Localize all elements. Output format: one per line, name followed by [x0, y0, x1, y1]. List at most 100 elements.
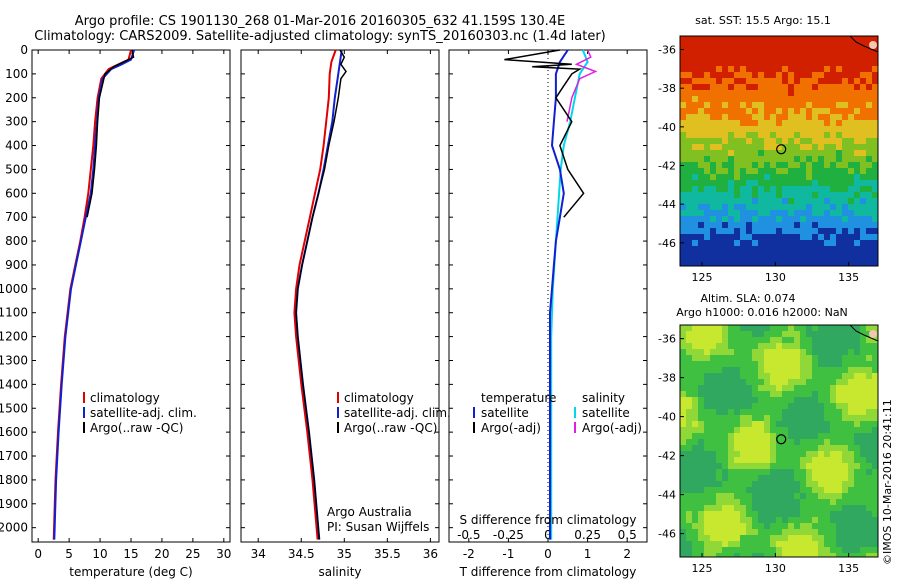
map-cell: [698, 180, 705, 187]
map-cell: [692, 234, 699, 241]
map-cell: [848, 84, 855, 91]
map-cell: [722, 78, 729, 85]
map-cell: [692, 90, 699, 97]
map-cell: [758, 114, 765, 121]
map-cell: [842, 523, 849, 530]
map-cell: [806, 451, 813, 458]
map-cell: [698, 240, 705, 247]
map-cell: [836, 403, 843, 410]
map-cell: [770, 246, 777, 253]
map-cell: [734, 385, 741, 392]
map-cell: [758, 258, 765, 265]
map-cell: [698, 108, 705, 115]
map-cell: [722, 505, 729, 512]
map-cell: [842, 234, 849, 241]
map-cell: [872, 523, 879, 530]
map-cell: [782, 469, 789, 476]
map-cell: [740, 48, 747, 55]
map-cell: [704, 355, 711, 362]
map-cell: [848, 222, 855, 229]
map-cell: [830, 186, 837, 193]
map-cell: [812, 553, 819, 558]
map-cell: [860, 78, 867, 85]
map-cell: [740, 156, 747, 163]
map-cell: [782, 108, 789, 115]
map-cell: [824, 138, 831, 145]
map-cell: [680, 246, 687, 253]
map-cell: [836, 445, 843, 452]
map-cell: [758, 463, 765, 470]
map-cell: [842, 397, 849, 404]
map-cell: [698, 168, 705, 175]
map-cell: [728, 505, 735, 512]
series-line: [86, 49, 135, 218]
map-cell: [824, 385, 831, 392]
map-cell: [692, 343, 699, 350]
map-cell: [752, 132, 759, 139]
map-cell: [818, 421, 825, 428]
map-cell: [716, 385, 723, 392]
map-cell: [860, 463, 867, 470]
map-cell: [698, 385, 705, 392]
map-cell: [854, 132, 861, 139]
map-cell: [716, 222, 723, 229]
map-cell: [836, 216, 843, 223]
map-cell: [710, 72, 717, 79]
map-cell: [776, 156, 783, 163]
map-cell: [770, 222, 777, 229]
imos-credit: ©IMOS 10-Mar-2016 20:41:11: [881, 399, 894, 565]
map-cell: [818, 487, 825, 494]
map-cell: [848, 180, 855, 187]
map-cell: [830, 264, 837, 267]
map-cell: [776, 409, 783, 416]
map-cell: [836, 529, 843, 536]
map-cell: [860, 415, 867, 422]
map-cell: [872, 156, 879, 163]
map-cell: [770, 439, 777, 446]
map-cell: [794, 385, 801, 392]
map-cell: [752, 511, 759, 518]
map-cell: [710, 222, 717, 229]
map-cell: [830, 481, 837, 488]
map-cell: [824, 204, 831, 211]
map-cell: [698, 132, 705, 139]
map-cell: [788, 523, 795, 530]
map-cell: [680, 457, 687, 464]
map-cell: [872, 529, 879, 536]
map-cell: [776, 349, 783, 356]
map-cell: [800, 547, 807, 554]
map-cell: [842, 126, 849, 133]
map-cell: [740, 325, 747, 332]
map-cell: [716, 210, 723, 217]
map-cell: [770, 240, 777, 247]
map-cell: [752, 102, 759, 109]
map-cell: [782, 517, 789, 524]
map-cell: [758, 90, 765, 97]
map-cell: [818, 361, 825, 368]
map-cell: [824, 439, 831, 446]
map-cell: [764, 385, 771, 392]
map-cell: [854, 228, 861, 235]
map-cell: [836, 433, 843, 440]
map-cell: [728, 246, 735, 253]
map-cell: [860, 439, 867, 446]
map-cell: [818, 264, 825, 267]
map-cell: [848, 264, 855, 267]
map-cell: [698, 355, 705, 362]
map-cell: [824, 120, 831, 127]
map-cell: [710, 337, 717, 344]
map-cell: [770, 415, 777, 422]
map-cell: [692, 126, 699, 133]
map-cell: [770, 553, 777, 558]
map-cell: [704, 439, 711, 446]
map-cell: [776, 210, 783, 217]
map-cell: [686, 331, 693, 338]
map-cell: [740, 180, 747, 187]
map-cell: [680, 234, 687, 241]
map-cell: [740, 204, 747, 211]
map-cell: [842, 361, 849, 368]
map-cell: [800, 421, 807, 428]
map-cell: [686, 355, 693, 362]
map-cell: [716, 451, 723, 458]
map-cell: [692, 42, 699, 49]
